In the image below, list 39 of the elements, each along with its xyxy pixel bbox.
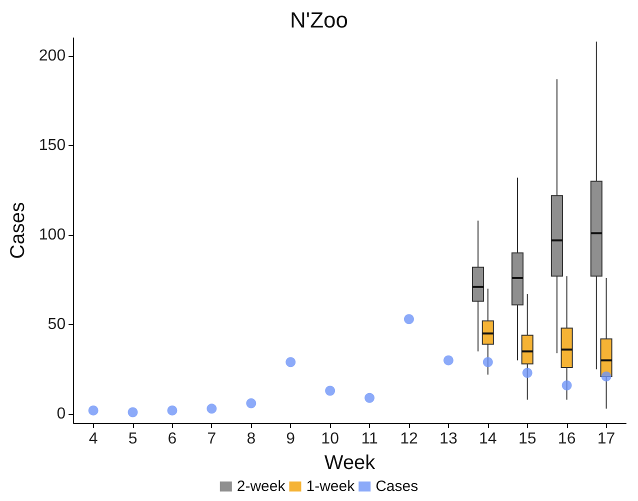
x-tick-label: 7 [207, 430, 216, 448]
x-tick-label: 8 [246, 430, 256, 448]
point [562, 380, 572, 390]
y-axis-title: Cases [7, 202, 29, 259]
point [482, 357, 493, 368]
x-tick-label: 16 [558, 430, 576, 448]
x-axis-title: Week [324, 452, 376, 474]
x-tick-label: 17 [597, 430, 616, 448]
y-tick-label: 200 [38, 47, 66, 64]
point [128, 407, 138, 418]
x-tick-label: 11 [361, 430, 378, 448]
point [286, 357, 296, 368]
point [364, 392, 375, 403]
y-tick-label: 0 [56, 406, 66, 423]
point [246, 398, 256, 408]
point [601, 371, 612, 382]
legend-label: Cases [376, 478, 418, 495]
x-tick-label: 9 [286, 430, 296, 448]
legend-label: 2-week [236, 478, 286, 495]
point [206, 404, 217, 414]
point [443, 355, 454, 366]
y-tick-label: 150 [38, 136, 66, 154]
chart-title: N'Zoo [290, 8, 348, 32]
point [522, 368, 532, 378]
x-tick-label: 15 [518, 430, 536, 448]
x-tick-label: 5 [128, 430, 138, 448]
x-tick-label: 12 [400, 430, 418, 448]
point [167, 405, 178, 416]
x-tick-label: 14 [479, 430, 497, 448]
x-tick-label: 6 [168, 430, 177, 448]
point [404, 314, 414, 324]
point [88, 405, 98, 416]
point [325, 386, 336, 396]
y-tick-label: 100 [38, 226, 66, 244]
x-tick-label: 10 [321, 430, 340, 448]
x-tick-label: 13 [440, 430, 458, 448]
legend-label: 1-week [306, 478, 356, 495]
y-tick-label: 50 [48, 316, 66, 334]
x-tick-label: 4 [88, 430, 98, 448]
